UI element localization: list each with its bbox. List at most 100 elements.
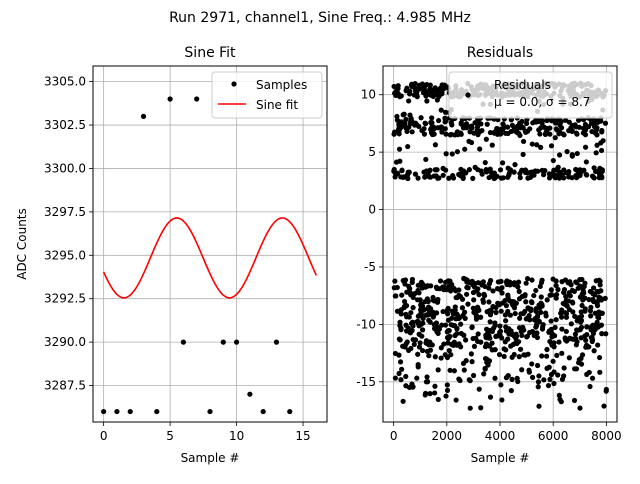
sine-fit-title: Sine Fit (184, 45, 236, 61)
residual-point (462, 146, 468, 152)
residual-point (584, 332, 590, 338)
residual-point (395, 127, 402, 133)
residual-point (520, 125, 526, 131)
residual-point (470, 335, 476, 342)
sine-fit-line-layer (102, 217, 318, 299)
sine-fit-panel: Sine Fit 0 5 10 15 3287.5 3290.0 3292.5 3295.0… (15, 45, 328, 465)
residual-point (404, 289, 410, 295)
residual-point (473, 312, 479, 319)
residual-point (521, 352, 527, 358)
residual-point (554, 127, 560, 133)
residual-point (403, 125, 409, 131)
residual-point (503, 303, 509, 309)
residual-point (398, 311, 404, 317)
residual-point (466, 377, 472, 383)
residual-point (473, 316, 480, 322)
residual-point (450, 322, 456, 328)
residual-point (423, 379, 430, 385)
residual-point (561, 289, 567, 296)
residual-point (427, 391, 433, 397)
sample-point (207, 408, 213, 415)
residual-point (497, 167, 504, 173)
residual-point (459, 169, 465, 175)
residual-point (594, 303, 601, 309)
residual-point (446, 175, 452, 181)
residual-point (590, 290, 596, 297)
residual-point (442, 119, 448, 125)
residual-point (470, 175, 476, 181)
residual-point (498, 131, 504, 137)
residual-point (527, 126, 533, 132)
residual-point (431, 312, 437, 319)
residual-point (483, 341, 490, 347)
residual-point (458, 321, 464, 327)
residual-point (461, 276, 467, 282)
residual-point (492, 375, 498, 381)
residuals-x-axis-label: Sample # (471, 451, 530, 465)
residual-point (417, 340, 423, 346)
residual-point (458, 173, 464, 179)
residual-point (547, 131, 553, 137)
residual-point (391, 129, 398, 135)
residual-point (520, 151, 526, 158)
residual-point (410, 319, 416, 326)
residual-point (404, 339, 410, 345)
sine-fit-y-tick-label: 3292.5 (44, 292, 86, 306)
residual-point (503, 375, 510, 381)
residual-point (564, 303, 570, 309)
sample-point (167, 96, 173, 102)
residual-point (545, 382, 552, 389)
residual-point (481, 371, 487, 377)
residual-point (583, 159, 589, 165)
residual-point (501, 346, 507, 352)
residual-point (438, 355, 444, 361)
residual-point (459, 305, 466, 311)
residual-point (439, 322, 445, 328)
residual-point (556, 339, 562, 345)
residuals-y-tick-label: -10 (356, 317, 376, 331)
sine-fit-y-ticks: 3287.5 3290.0 3292.5 3295.0 3297.5 3300.0 3302… (44, 75, 93, 393)
residual-point (571, 397, 578, 404)
residual-point (448, 341, 455, 347)
residual-point (584, 342, 590, 348)
residual-point (573, 166, 579, 173)
residual-point (440, 165, 446, 172)
residual-point (588, 313, 594, 319)
residual-point (403, 311, 409, 317)
residual-point (419, 347, 426, 354)
residual-point (548, 326, 554, 332)
residual-point (594, 125, 600, 131)
residual-point (448, 120, 454, 126)
residual-point (544, 125, 550, 132)
residuals-x-tick-label: 0 (390, 429, 398, 443)
residual-point (593, 150, 599, 156)
residual-point (406, 347, 412, 353)
residual-point (405, 325, 411, 331)
residual-point (416, 344, 423, 350)
residual-point (536, 302, 542, 308)
residual-point (398, 377, 404, 383)
residual-point (573, 279, 579, 285)
residual-point (554, 352, 560, 358)
residual-point (395, 170, 401, 176)
residual-point (452, 332, 458, 339)
residual-point (450, 175, 457, 181)
residual-point (530, 120, 536, 126)
residual-point (486, 299, 492, 305)
residual-point (598, 147, 605, 154)
residual-point (422, 392, 428, 398)
residual-point (531, 292, 537, 299)
sample-point (220, 339, 226, 345)
residual-point (415, 282, 421, 288)
residual-point (551, 340, 557, 346)
residuals-y-tick-label: 5 (368, 145, 376, 159)
residual-point (518, 311, 524, 317)
sine-fit-y-tick-label: 3300.0 (44, 161, 86, 175)
residual-point (398, 93, 404, 99)
residual-point (559, 314, 565, 320)
residual-point (527, 329, 533, 336)
residual-point (418, 115, 424, 121)
residual-point (457, 314, 463, 320)
residual-point (464, 291, 470, 297)
residual-point (562, 336, 569, 342)
